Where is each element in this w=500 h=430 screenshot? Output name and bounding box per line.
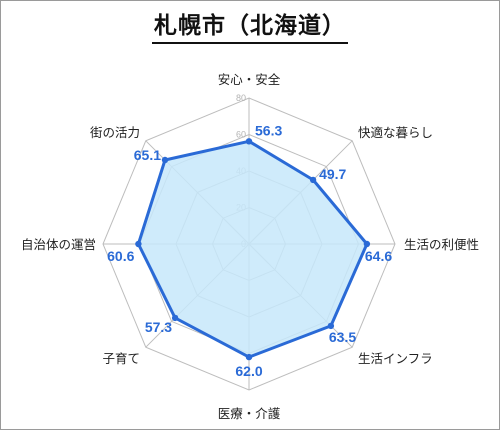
category-label: 生活インフラ <box>358 351 433 366</box>
data-point <box>171 314 179 322</box>
category-label: 医療・介護 <box>218 406 281 421</box>
value-label: 63.5 <box>329 329 356 345</box>
tick-label: 80 <box>236 93 246 103</box>
value-label: 57.3 <box>145 319 172 335</box>
tick-label: 60 <box>236 130 246 140</box>
data-point <box>245 353 253 361</box>
chart-title: 札幌市（北海道） <box>152 6 348 44</box>
category-label: 自治体の運営 <box>21 237 96 252</box>
data-point <box>135 240 142 248</box>
category-label: 安心・安全 <box>218 72 281 87</box>
data-point <box>161 156 169 164</box>
data-point <box>245 138 253 145</box>
value-label: 56.3 <box>255 122 282 138</box>
category-label: 快適な暮らし <box>358 125 433 140</box>
category-label: 街の活力 <box>90 125 140 140</box>
value-label: 64.6 <box>365 248 392 264</box>
value-label: 62.0 <box>235 363 262 379</box>
radar-series: 56.3 49.7 64.6 63.5 62.0 57.3 60.6 65.1 <box>107 122 392 379</box>
category-label: 生活の利便性 <box>404 237 479 252</box>
chart-title-wrap: 札幌市（北海道） <box>0 6 500 44</box>
category-label: 子育て <box>102 351 140 366</box>
value-label: 65.1 <box>134 147 161 163</box>
data-point <box>363 240 371 248</box>
value-label: 49.7 <box>319 166 346 182</box>
data-point <box>309 176 317 184</box>
data-point <box>327 322 335 330</box>
value-label: 60.6 <box>107 248 134 264</box>
